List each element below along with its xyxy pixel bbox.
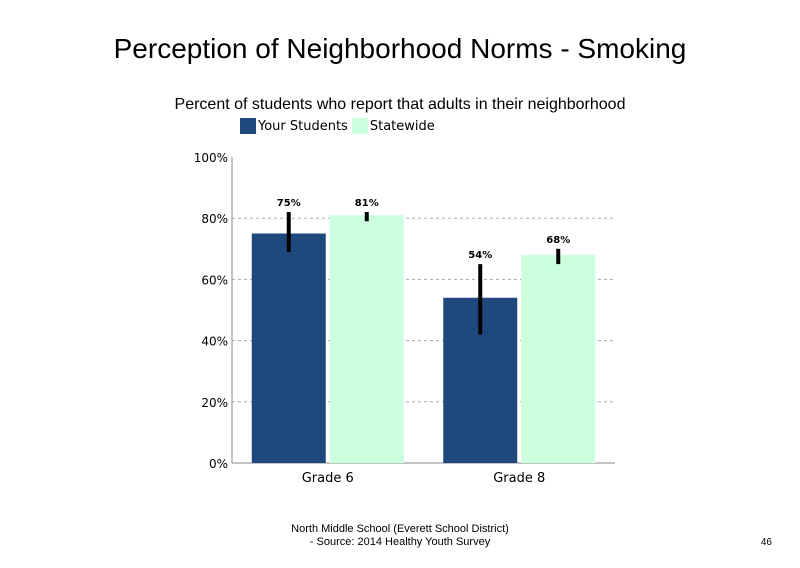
footer: North Middle School (Everett School Dist… (200, 523, 600, 549)
data-label: 81% (355, 198, 379, 209)
bar-statewide (521, 254, 596, 463)
y-tick-label: 40% (201, 335, 228, 349)
y-tick-label: 20% (201, 396, 228, 410)
data-label: 75% (277, 198, 301, 209)
y-tick-label: 0% (209, 457, 228, 471)
legend-label-your-students: Your Students (258, 118, 348, 134)
legend-item-statewide: Statewide (351, 118, 435, 134)
x-tick-label: Grade 8 (493, 471, 545, 486)
footer-school: North Middle School (Everett School Dist… (291, 523, 509, 535)
data-label: 54% (468, 250, 492, 261)
data-label: 68% (546, 235, 570, 246)
y-tick-label: 100% (194, 151, 228, 165)
legend-swatch-your-students (240, 118, 256, 134)
page-number: 46 (760, 537, 772, 548)
chart-title: Perception of Neighborhood Norms - Smoki… (113, 33, 687, 64)
legend-swatch-statewide (351, 118, 368, 134)
bar-your-students (251, 233, 326, 463)
x-tick-label: Grade 6 (302, 471, 354, 486)
legend-label-statewide: Statewide (369, 118, 435, 134)
legend-item-your-students: Your Students (240, 118, 348, 134)
legend: Your Students Statewide (240, 118, 439, 134)
y-tick-label: 60% (201, 273, 228, 287)
chart-subtitle: Percent of students who report that adul… (174, 96, 626, 113)
y-tick-label: 80% (201, 212, 228, 226)
bar-statewide (329, 215, 404, 463)
footer-source: - Source: 2014 Healthy Youth Survey (309, 536, 491, 548)
